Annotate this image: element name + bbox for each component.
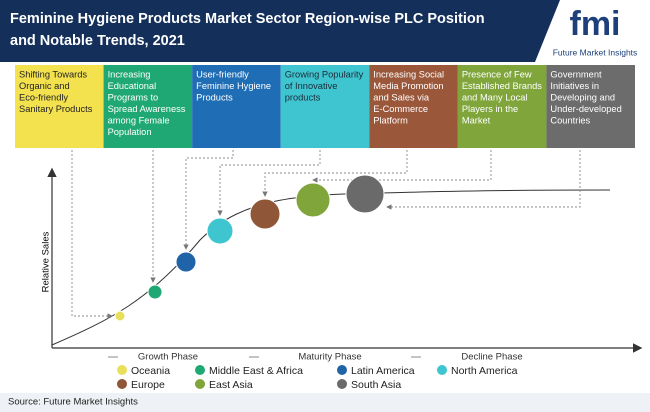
header-band [0, 0, 560, 62]
title-line: and Notable Trends, 2021 [10, 33, 185, 49]
y-axis-label: Relative Sales [41, 231, 52, 292]
title-line: Feminine Hygiene Products Market Sector … [10, 11, 485, 27]
trend-text: Spread Awareness [108, 104, 186, 114]
trend-text: Growing Popularity [285, 69, 364, 79]
trend-text: Government [550, 69, 602, 79]
legend-swatch [195, 379, 205, 389]
trend-text: Products [196, 92, 233, 102]
footer-band [0, 393, 650, 412]
trend-text: Initiatives in [550, 81, 599, 91]
region-bubble [249, 198, 281, 230]
legend-swatch [437, 365, 447, 375]
trend-text: Organic and [19, 81, 70, 91]
trend-box [15, 65, 104, 148]
trend-text: products [285, 92, 321, 102]
region-bubble [175, 251, 197, 273]
trend-text: and Sales via [373, 92, 430, 102]
trend-text: Eco-friendly [19, 92, 68, 102]
trend-box [369, 65, 458, 148]
legend-label: Europe [131, 379, 165, 391]
trend-text: Educational [108, 81, 157, 91]
region-bubble [114, 310, 126, 322]
trend-text: Population [108, 127, 152, 137]
trend-text: Market [462, 115, 491, 125]
region-bubble [147, 284, 163, 300]
legend-swatch [195, 365, 205, 375]
trend-box [280, 65, 370, 148]
legend-swatch [117, 379, 127, 389]
trend-text: Sanitary Products [19, 104, 93, 114]
trend-text: Under-developed [550, 104, 621, 114]
legend-label: East Asia [209, 379, 253, 391]
trend-box [457, 65, 547, 148]
trend-text: Media Promotion [373, 81, 443, 91]
phase-label: Growth Phase [138, 352, 198, 363]
trend-box [546, 65, 635, 148]
plc-curve [51, 189, 611, 346]
trend-text: Feminine Hygiene [196, 81, 271, 91]
trend-text: E-Commerce [373, 104, 428, 114]
trend-text: Countries [550, 115, 590, 125]
trend-text: among Female [108, 115, 170, 125]
trend-text: Developing and [550, 92, 615, 102]
legend-label: Latin America [351, 365, 415, 377]
trend-text: Platform [373, 115, 408, 125]
trend-text: Presence of Few [462, 69, 532, 79]
connector [217, 150, 321, 216]
trend-text: Increasing [108, 69, 151, 79]
region-bubble [206, 217, 234, 245]
logo-name: Future Market Insights [553, 47, 638, 57]
connector [183, 150, 234, 250]
connector [262, 150, 408, 197]
legend-swatch [337, 379, 347, 389]
logo-mark: fmi [570, 5, 621, 43]
source: Source: Future Market Insights [8, 397, 138, 408]
region-bubble [345, 174, 385, 214]
trend-text: User-friendly [196, 69, 249, 79]
phase-label: Maturity Phase [298, 352, 361, 363]
connector [386, 150, 581, 210]
trend-text: and Many Local [462, 92, 528, 102]
trend-text: Programs to [108, 92, 159, 102]
trend-box [103, 65, 193, 148]
trend-text: Established Brands [462, 81, 542, 91]
trend-text: Increasing Social [373, 69, 444, 79]
legend-label: North America [451, 365, 518, 377]
trend-text: Players in the [462, 104, 518, 114]
trend-text: Shifting Towards [19, 69, 87, 79]
legend-swatch [117, 365, 127, 375]
trend-box [192, 65, 281, 148]
legend-label: Oceania [131, 365, 170, 377]
connector [71, 150, 113, 319]
trend-text: of Innovative [285, 81, 338, 91]
legend-swatch [337, 365, 347, 375]
legend-label: Middle East & Africa [209, 365, 303, 377]
region-bubble [295, 182, 331, 218]
legend-label: South Asia [351, 379, 401, 391]
phase-label: Decline Phase [461, 352, 522, 363]
